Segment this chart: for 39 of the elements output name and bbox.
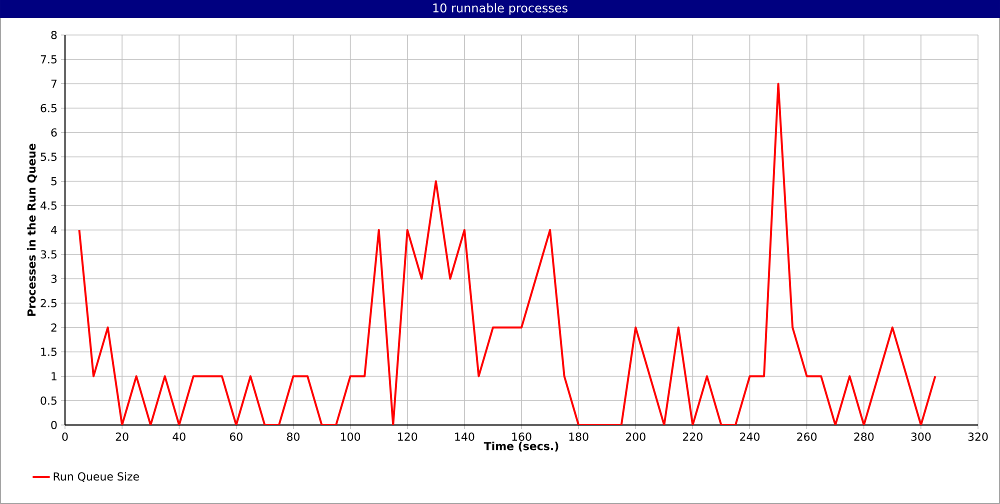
x-tick-label: 180 bbox=[569, 432, 588, 441]
x-axis-title: Time (secs.) bbox=[484, 442, 558, 452]
y-tick-label: 4.5 bbox=[40, 202, 57, 210]
y-tick-label: 2 bbox=[51, 323, 56, 332]
y-tick-label: 6 bbox=[51, 128, 57, 137]
y-tick-label: 5 bbox=[51, 177, 57, 186]
y-tick-label: 1 bbox=[52, 372, 56, 380]
y-axis-title: Processes in the Run Queue bbox=[27, 144, 38, 316]
x-tick-label: 200 bbox=[626, 432, 646, 441]
x-tick-label: 140 bbox=[455, 432, 474, 441]
y-tick-label: 1.5 bbox=[41, 348, 57, 356]
y-tick-label: 0.5 bbox=[40, 396, 57, 405]
y-tick-label: 0 bbox=[51, 420, 57, 430]
y-tick-label: 3.5 bbox=[40, 250, 57, 259]
x-tick-label: 240 bbox=[740, 432, 760, 441]
x-tick-label: 320 bbox=[968, 432, 988, 441]
x-tick-label: 120 bbox=[398, 432, 418, 441]
y-tick-label: 4 bbox=[51, 226, 57, 234]
x-tick-label: 0 bbox=[62, 432, 68, 441]
y-tick-label: 3 bbox=[51, 274, 57, 283]
x-tick-label: 100 bbox=[341, 432, 360, 441]
y-tick-label: 8 bbox=[51, 30, 57, 40]
chart-title: 10 runnable processes bbox=[433, 3, 568, 15]
y-tick-label: 6.5 bbox=[40, 104, 57, 112]
y-tick-label: 7.5 bbox=[40, 55, 57, 64]
line-series bbox=[78, 82, 936, 425]
x-tick-label: 80 bbox=[287, 432, 300, 441]
x-tick-label: 300 bbox=[911, 432, 931, 441]
legend-label: Run Queue Size bbox=[54, 472, 139, 482]
x-tick-label: 40 bbox=[172, 432, 186, 441]
x-tick-label: 220 bbox=[682, 432, 702, 441]
x-tick-label: 260 bbox=[797, 432, 817, 441]
y-tick-label: 2.5 bbox=[40, 298, 57, 308]
x-tick-label: 280 bbox=[854, 432, 874, 441]
y-tick-label: 5.5 bbox=[40, 152, 57, 161]
x-tick-label: 60 bbox=[230, 432, 242, 441]
y-tick-label: 7 bbox=[51, 80, 57, 88]
x-tick-label: 160 bbox=[512, 432, 532, 441]
x-tick-label: 20 bbox=[116, 432, 128, 441]
